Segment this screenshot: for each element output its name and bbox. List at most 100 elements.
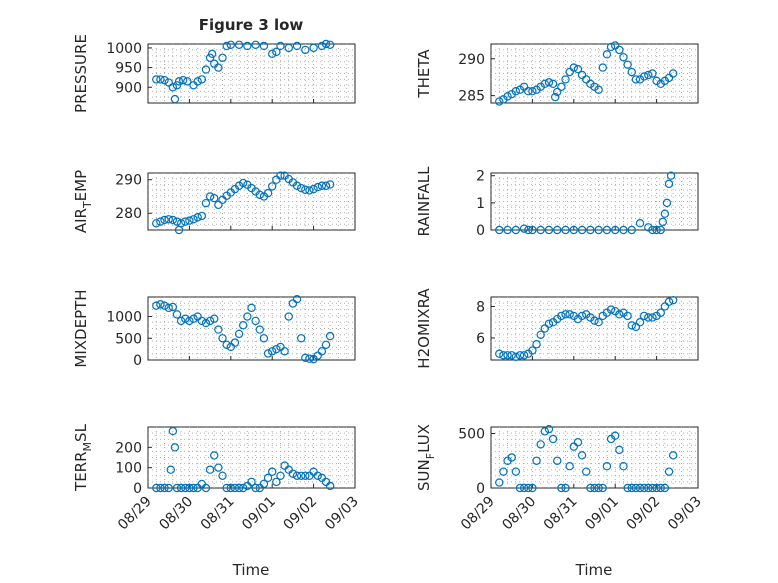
data-point [230,483,240,493]
data-point [635,219,645,228]
data-point [160,301,169,310]
data-point [226,342,235,352]
data-point [569,442,579,451]
data-point [317,181,327,190]
axes-box [490,296,699,361]
data-point [635,318,645,327]
data-point [528,346,537,355]
data-point [590,316,599,325]
data-point [511,86,521,96]
x-tick-label: 09/02 [624,494,664,534]
data-point [239,178,248,188]
data-point [561,310,570,319]
data-point [296,183,306,193]
data-point [544,424,554,434]
data-point [185,216,194,225]
data-point [582,467,591,476]
data-point [259,479,269,489]
data-point [174,77,184,86]
data-point [668,295,678,305]
data-point [557,82,566,91]
data-point [524,483,533,493]
data-point [656,483,665,493]
data-point [292,294,302,304]
data-point [668,69,678,78]
axes-box [147,172,356,231]
data-point [648,313,657,322]
data-point [648,225,657,235]
y-tick-label: 1000 [106,310,142,326]
data-point [644,313,653,322]
data-point [160,75,169,85]
data-point [639,311,649,321]
y-tick-label: 6 [476,331,485,347]
data-point [511,352,521,362]
data-point [666,171,676,180]
data-point [197,316,207,326]
y-tick-label: 950 [115,61,142,77]
data-point [536,225,545,235]
data-point [251,316,260,326]
data-point [627,483,636,493]
data-point [201,483,211,493]
data-point [660,483,670,493]
data-point [565,310,574,319]
data-point [565,67,574,77]
data-point [222,483,231,493]
subplot-h2omixra: 6 8 H2OMIXRA [415,288,699,369]
data-point [276,471,285,480]
data-point [557,311,566,321]
data-point [305,354,314,363]
y-tick-label: 290 [115,173,142,189]
data-point [536,440,545,449]
data-point [205,316,215,326]
data-point [172,483,182,493]
data-point [544,225,554,235]
data-point [176,219,186,228]
x-tick-label: 09/03 [665,494,705,534]
data-point [160,215,169,225]
data-point [553,456,562,465]
axes-box [147,296,356,361]
y-tick-label: 290 [458,52,485,68]
y-tick-label: 200 [115,440,142,456]
data-point [164,78,173,87]
data-point [296,334,306,343]
data-point [639,72,649,81]
data-point [313,471,322,480]
data-point [321,181,331,190]
data-point [226,483,235,493]
data-point [573,438,583,447]
data-point [619,53,628,62]
data-point [234,40,244,49]
y-tick-label: 0 [476,223,485,239]
data-point [156,483,165,493]
data-point [255,190,264,199]
data-point [226,40,235,49]
data-point [239,483,248,493]
data-point [639,483,649,493]
data-point [561,225,570,235]
data-point [664,73,674,83]
data-point [656,308,665,317]
data-point [615,310,624,319]
subplot-air-temp: 280 290 AIRTEMP [72,170,356,235]
subplot-theta: 285 290 THETA [415,41,699,106]
data-point [207,49,217,59]
figure-title: Figure 3 low [199,16,304,34]
data-point [189,314,198,323]
data-point [276,41,285,51]
data-point [664,467,674,476]
data-point [594,318,603,327]
data-point [313,351,322,360]
data-point [511,225,521,235]
data-point [301,185,310,194]
data-point [193,77,202,86]
data-point [573,64,583,74]
x-tick-label: 09/01 [239,494,279,534]
data-point [627,225,636,235]
data-point [519,351,529,360]
data-point [582,75,591,84]
y-tick-label: 0 [133,353,142,369]
data-point [627,321,636,330]
